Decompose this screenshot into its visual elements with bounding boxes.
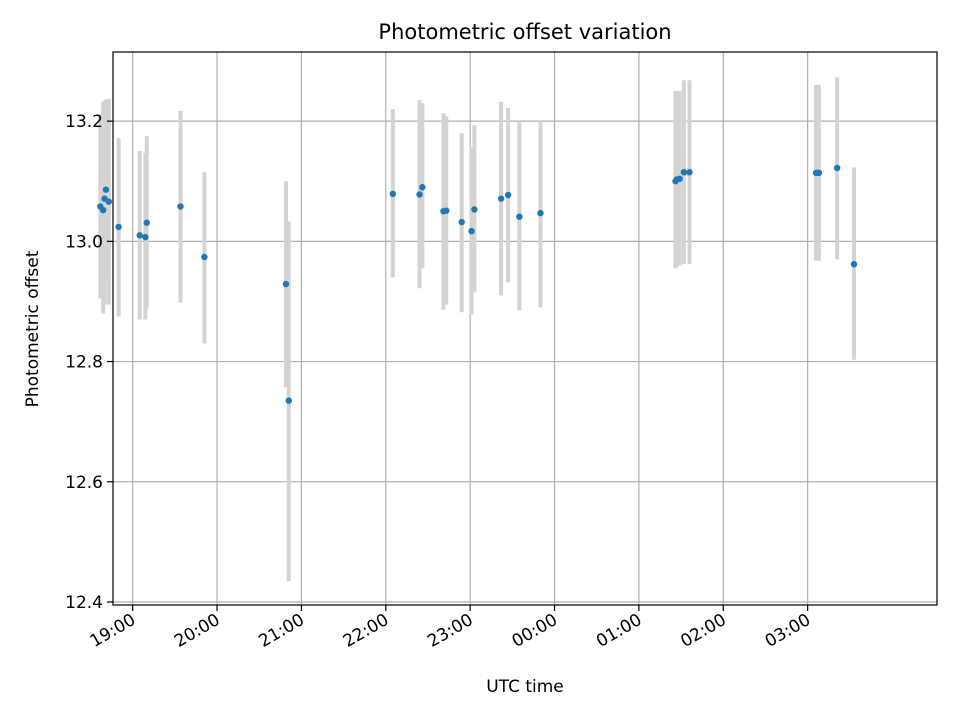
data-point xyxy=(471,206,478,213)
data-point xyxy=(136,232,143,239)
chart-title: Photometric offset variation xyxy=(378,20,671,44)
data-point xyxy=(680,169,688,176)
y-tick-label: 12.6 xyxy=(65,473,103,493)
y-axis-label: Photometric offset xyxy=(23,250,43,407)
plot-area-frame xyxy=(112,51,938,606)
data-point xyxy=(676,175,683,183)
data-point xyxy=(115,223,122,231)
data-point xyxy=(389,190,397,198)
data-point xyxy=(537,209,544,217)
x-axis-label: UTC time xyxy=(486,677,564,697)
data-point xyxy=(285,397,292,404)
x-tick-label: 00:00 xyxy=(509,610,561,652)
data-point xyxy=(443,207,450,214)
y-axis-ticks: 12.4 12.6 12.8 13.0 13.2 xyxy=(65,112,113,613)
data-point xyxy=(458,218,465,226)
y-tick-label: 12.4 xyxy=(65,593,103,613)
data-point xyxy=(815,169,823,177)
data-point xyxy=(850,260,858,268)
x-tick-label: 23:00 xyxy=(424,610,476,652)
x-tick-label: 03:00 xyxy=(762,610,814,652)
x-tick-label: 19:00 xyxy=(87,610,139,652)
data-point xyxy=(282,280,290,288)
data-point xyxy=(686,169,693,176)
data-point xyxy=(99,206,107,214)
grid-lines xyxy=(113,52,937,605)
data-point xyxy=(102,186,110,193)
data-point xyxy=(497,195,505,202)
data-point xyxy=(143,219,150,226)
data-point xyxy=(516,213,523,220)
data-point xyxy=(105,198,112,205)
x-tick-label: 02:00 xyxy=(677,610,729,652)
data-point xyxy=(177,203,184,210)
data-point xyxy=(201,253,208,261)
x-tick-label: 22:00 xyxy=(340,610,392,652)
x-tick-label: 21:00 xyxy=(255,610,307,652)
data-point xyxy=(419,184,426,191)
y-tick-label: 13.0 xyxy=(65,232,103,252)
y-tick-label: 12.8 xyxy=(65,353,103,373)
data-point xyxy=(504,191,512,199)
x-axis-ticks: 19:00 20:00 21:00 22:00 23:00 00:00 01:00 02:00… xyxy=(87,605,814,652)
error-bars xyxy=(98,77,857,581)
x-tick-label: 20:00 xyxy=(171,610,223,652)
data-point xyxy=(833,164,841,172)
y-tick-label: 13.2 xyxy=(65,112,103,132)
data-point xyxy=(416,191,423,198)
data-point xyxy=(142,233,149,241)
data-point xyxy=(468,227,475,235)
data-points xyxy=(97,164,858,404)
x-tick-label: 01:00 xyxy=(593,610,645,652)
